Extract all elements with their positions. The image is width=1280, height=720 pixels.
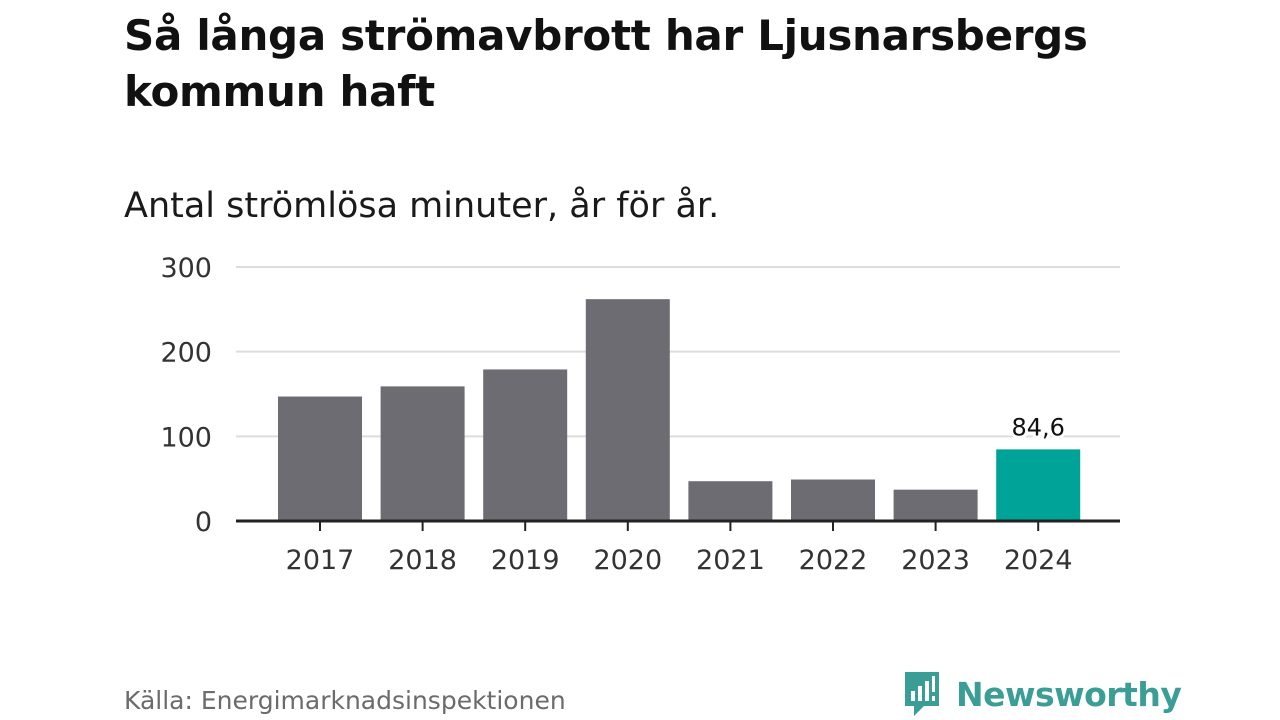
- y-tick-label: 200: [160, 338, 212, 369]
- bar-2022: [791, 479, 875, 521]
- x-tick-label: 2017: [286, 545, 355, 576]
- gridlines: [236, 266, 1120, 438]
- x-tick-label: 2021: [696, 545, 765, 576]
- x-tick-label: 2020: [593, 545, 662, 576]
- bar-2020: [585, 299, 670, 521]
- y-tick-label: 300: [160, 253, 212, 284]
- y-tick-label: 100: [160, 422, 212, 453]
- source-note: Källa: Energimarknadsinspektionen: [124, 686, 566, 715]
- data-label-2024: 84,6: [1011, 413, 1064, 441]
- chart-title: Så långa strömavbrott har Ljusnarsbergs …: [124, 11, 1088, 116]
- newsworthy-logo[interactable]: Newsworthy: [902, 670, 1182, 718]
- bar-2024: [996, 449, 1081, 521]
- labels: 0 100 200 300 2017 2018 2019 2020 2021 2022 2023 20…: [160, 253, 1072, 576]
- bars: [278, 299, 1081, 521]
- bar-2023: [893, 489, 978, 521]
- x-tick-label: 2022: [799, 545, 868, 576]
- x-tick-label: 2023: [901, 545, 970, 576]
- y-tick-label: 0: [195, 507, 212, 538]
- bar-2018: [380, 386, 465, 521]
- x-tick-label: 2024: [1004, 545, 1073, 576]
- bar-2019: [483, 369, 568, 521]
- bar-2017: [278, 396, 362, 521]
- x-tick-label: 2018: [388, 545, 457, 576]
- x-axis: [236, 519, 1120, 531]
- newsworthy-logo-icon: [905, 672, 939, 716]
- bar-2021: [688, 481, 773, 521]
- x-tick-label: 2019: [491, 545, 560, 576]
- chart-subtitle: Antal strömlösa minuter, år för år.: [124, 186, 720, 226]
- brand-name: Newsworthy: [956, 674, 1182, 714]
